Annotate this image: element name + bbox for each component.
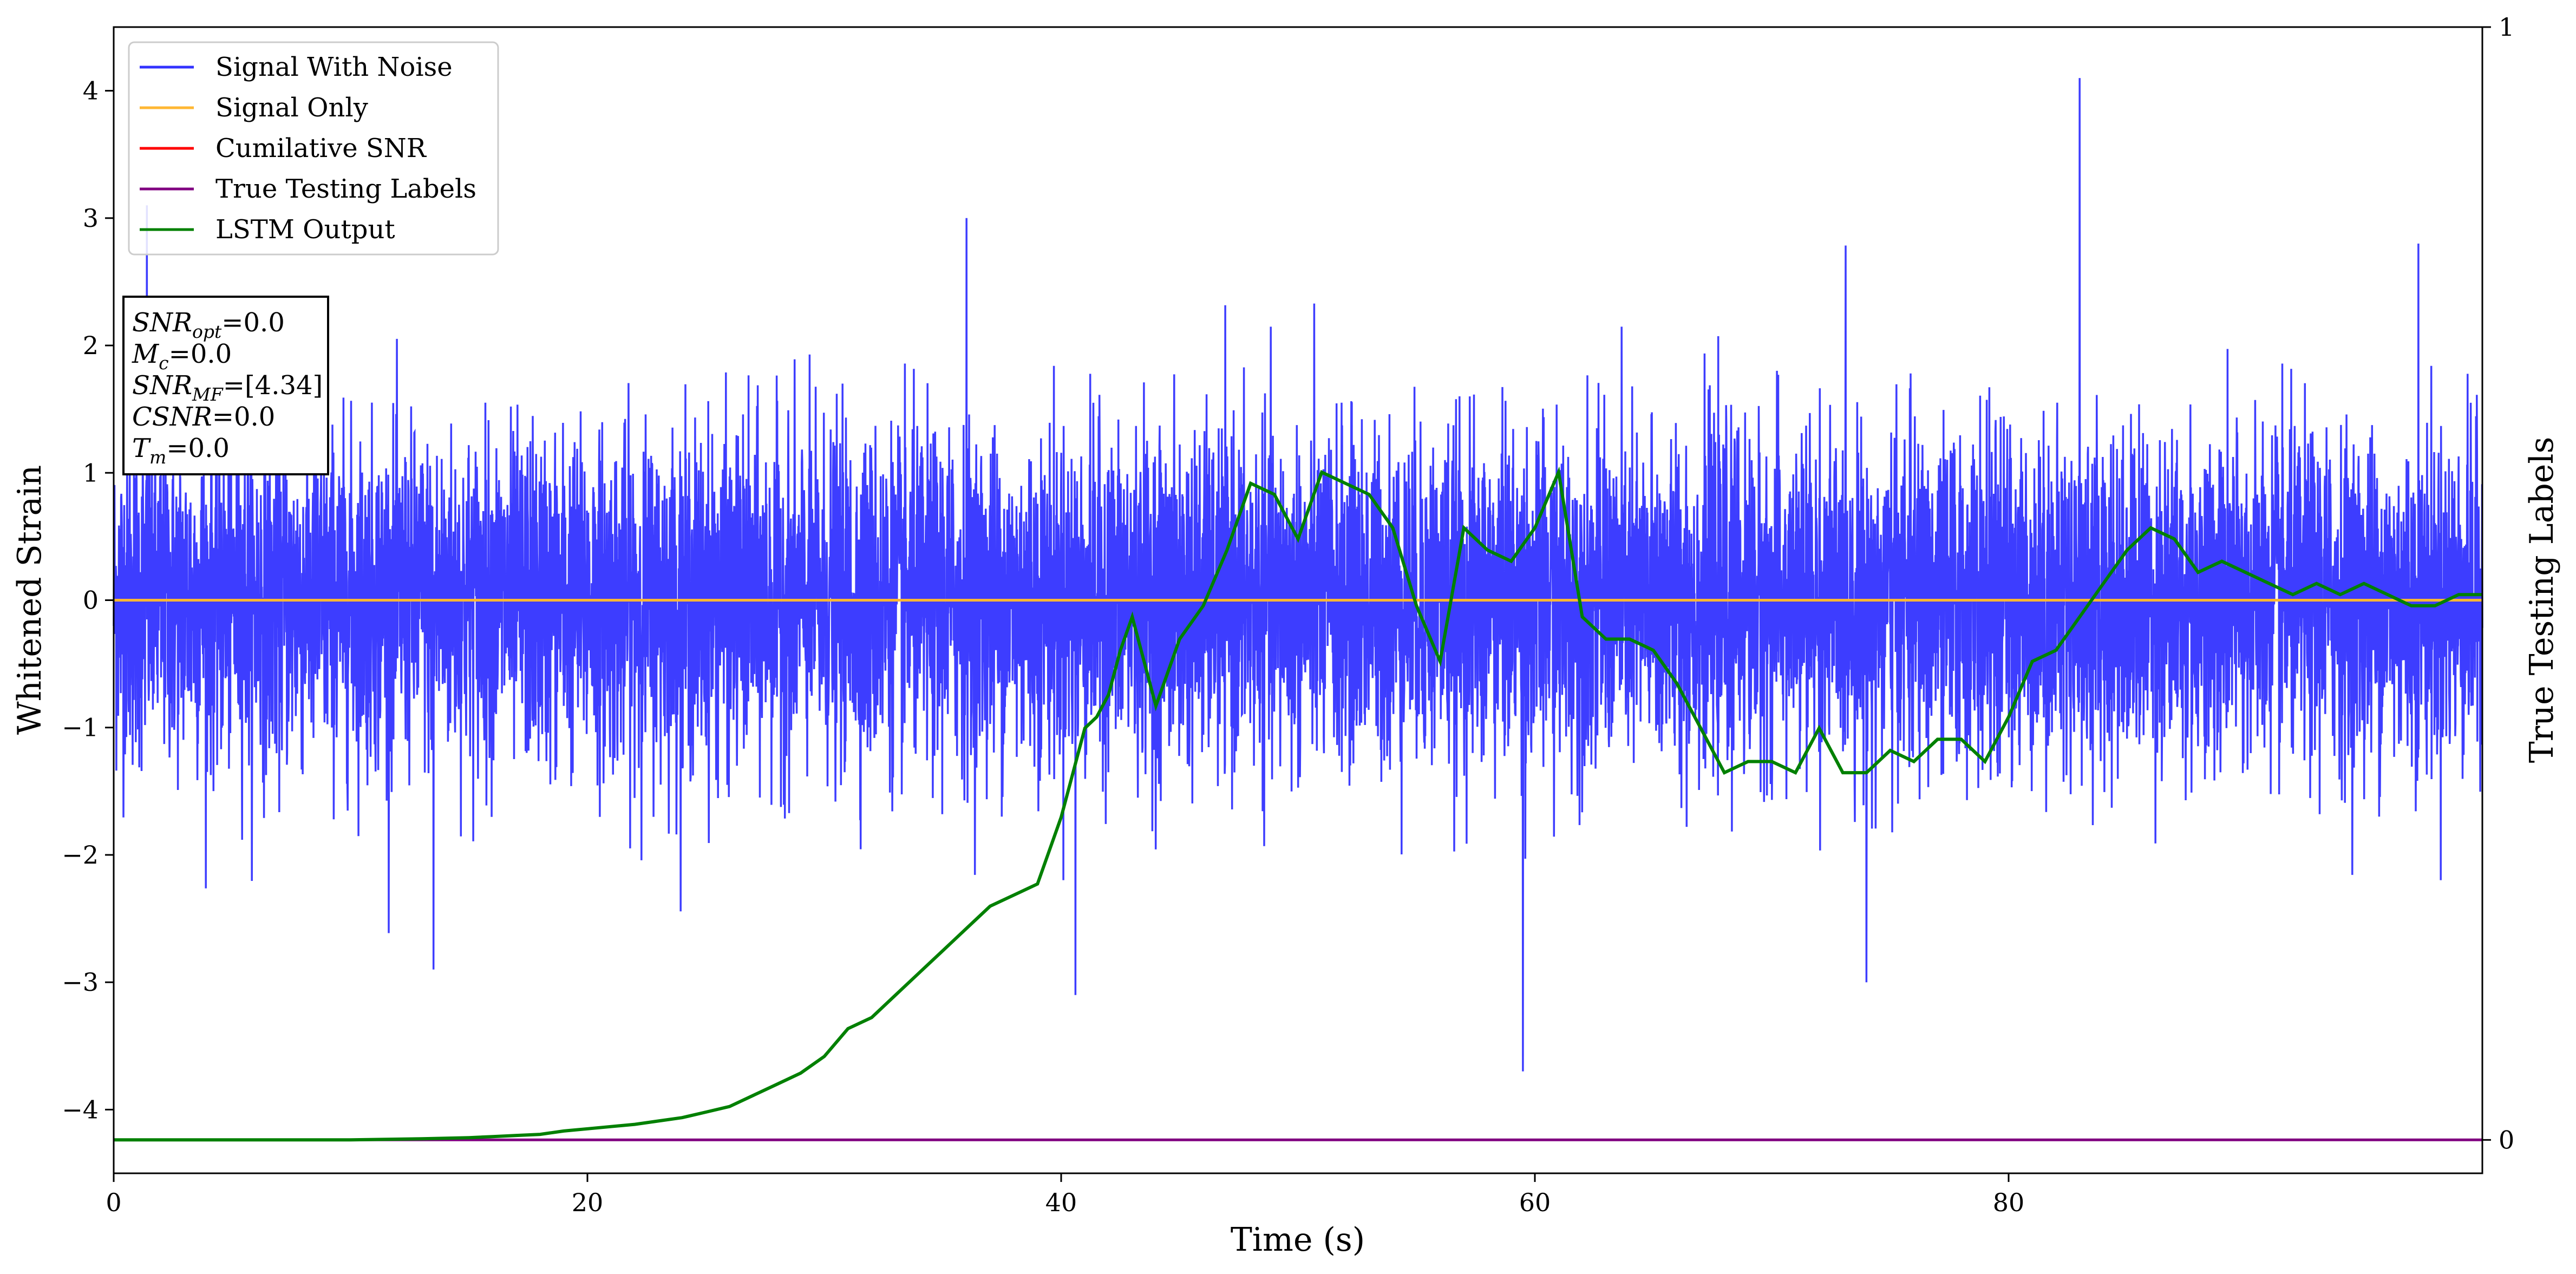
series-signal-with-noise [113,78,2483,1072]
y-tick-label: −3 [62,968,99,997]
stats-annotation: SNRopt=0.0Mc=0.0SNRMF=[4.34]CSNR=0.0Tm=0… [122,296,329,475]
x-tick-label: 80 [1993,1188,2025,1217]
signal-with-noise-line [113,78,2483,1072]
x-tick-label: 20 [572,1188,604,1217]
legend-entry: Cumilative SNR [215,133,427,164]
y-tick-label: −1 [62,713,99,742]
legend-entry: Signal With Noise [215,52,453,82]
legend-entry: True Testing Labels [215,174,476,204]
y2-tick-label: 1 [2499,12,2514,42]
y-tick-label: 4 [83,76,99,106]
stats-annotation-line: SNRopt=0.0 [132,308,285,342]
y-tick-label: 1 [83,458,99,487]
x-tick-label: 0 [106,1188,121,1217]
plot-area [113,78,2483,1142]
stats-annotation-line: Tm=0.0 [132,433,230,468]
legend: Signal With Noise Signal Only Cumilative S… [128,41,499,256]
legend-entry: Signal Only [215,93,368,123]
y2-tick-label: 0 [2499,1125,2514,1154]
y-axis-right: 01 [2482,12,2514,1154]
y-tick-label: −2 [62,840,99,870]
lstm-output-line [114,466,2482,1142]
y2-axis-title: True Testing Labels [2523,437,2561,763]
stats-annotation-line: SNRMF=[4.34] [132,370,323,405]
x-tick-label: 40 [1045,1188,1077,1217]
x-axis: 0 20 40 60 80 [106,1173,2024,1217]
y-axis-title: Whitened Strain [11,465,49,735]
series-lines [114,466,2482,1142]
stats-annotation-box [122,296,329,475]
stats-annotation-line: Mc=0.0 [132,339,232,374]
y-tick-label: 3 [83,204,99,233]
y-tick-label: −4 [62,1095,99,1124]
legend-entry: LSTM Output [215,214,395,245]
x-tick-label: 60 [1519,1188,1551,1217]
y-tick-label: 0 [83,586,99,615]
stats-annotation-line: CSNR=0.0 [132,402,275,432]
y-tick-label: 2 [83,331,99,360]
legend-box [128,41,499,256]
x-axis-title: Time (s) [1231,1221,1365,1259]
y-axis-left: −4 −3 −2 −1 0 1 2 3 4 [62,76,114,1124]
